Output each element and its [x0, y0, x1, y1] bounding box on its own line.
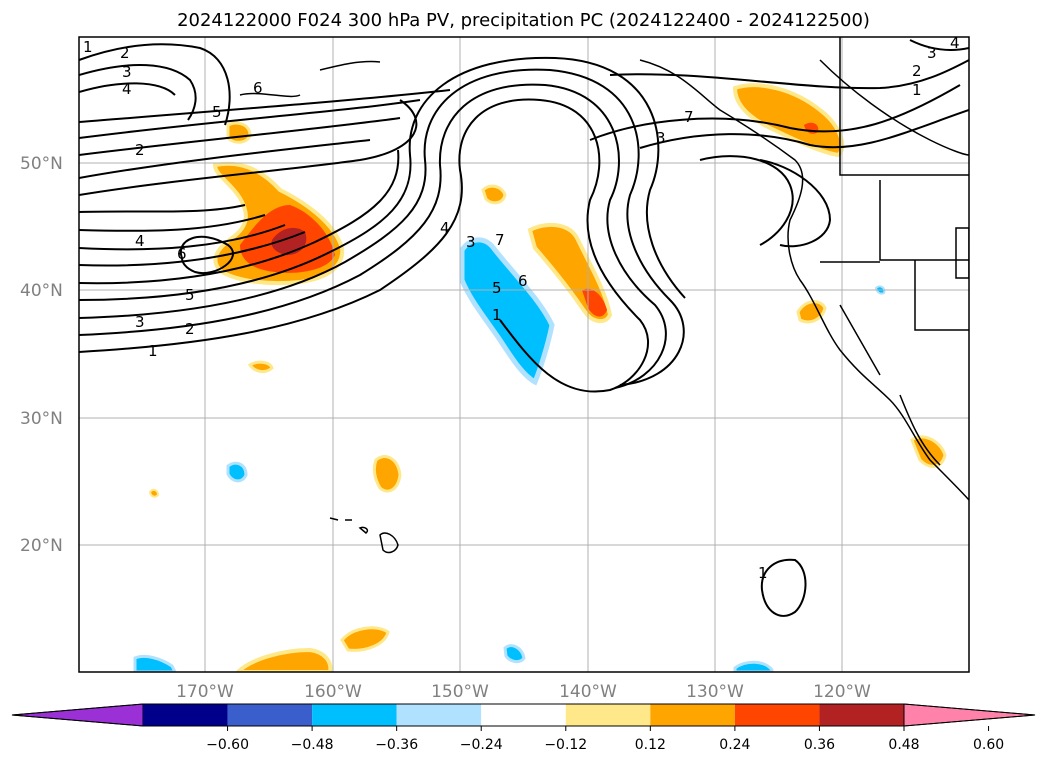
colorbar-extend-low — [11, 703, 144, 727]
contour-label: 1 — [912, 81, 922, 99]
precip-neg-small-2 — [503, 644, 526, 664]
lat-label: 30°N — [20, 409, 63, 429]
longitude-labels: 170°W 160°W 150°W 140°W 130°W 120°W — [176, 682, 871, 702]
colorbar-tick-label: 0.60 — [973, 737, 1004, 753]
lon-label: 150°W — [431, 682, 489, 702]
precip-small-2 — [481, 184, 507, 205]
lon-label: 140°W — [559, 682, 617, 702]
colorbar-segment — [227, 704, 313, 726]
colorbar-tick-label: 0.48 — [888, 737, 919, 753]
contour-label: 6 — [253, 79, 263, 97]
precip-negative-band — [459, 237, 555, 386]
colorbar-segment — [565, 704, 651, 726]
contour-label: 1 — [492, 306, 502, 324]
contour-label: 6 — [177, 245, 187, 263]
contour-label: 4 — [950, 34, 960, 52]
lon-label: 170°W — [176, 682, 234, 702]
colorbar-tick-label: −0.48 — [291, 737, 334, 753]
colorbar-tick-label: −0.36 — [375, 737, 418, 753]
colorbar-segment — [396, 704, 482, 726]
colorbar-segment — [481, 704, 566, 726]
colorbar-extend-high — [903, 703, 1036, 727]
colorbar-segment — [819, 704, 904, 726]
colorbar-segment — [312, 704, 397, 726]
coastlines — [239, 37, 969, 554]
colorbar-segment — [650, 704, 735, 726]
contour-label: 7 — [495, 231, 505, 249]
precip-small-5 — [148, 488, 160, 498]
contour-label: 4 — [122, 80, 132, 98]
colorbar-tick-label: −0.24 — [460, 737, 503, 753]
latitude-labels: 50°N 40°N 30°N 20°N — [20, 154, 63, 556]
colorbar: −0.60 −0.48 −0.36 −0.24 −0.12 0.12 0.24 0.36 0.4… — [11, 703, 1036, 753]
contour-label: 7 — [684, 108, 694, 126]
colorbar-segment — [143, 704, 228, 726]
map-title: 2024122000 F024 300 hPa PV, precipitatio… — [177, 10, 870, 31]
contour-label: 3 — [466, 233, 476, 251]
precip-small-4 — [372, 455, 402, 493]
pv-contours — [79, 39, 969, 617]
precip-south-band — [235, 647, 333, 672]
contour-label: 2 — [185, 320, 195, 338]
precip-neg-small-4 — [733, 660, 774, 672]
colorbar-tick-label: 0.12 — [635, 737, 666, 753]
colorbar-segment — [734, 704, 820, 726]
contour-label: 5 — [185, 286, 195, 304]
contour-label: 6 — [518, 272, 528, 290]
contour-label: 1 — [148, 342, 158, 360]
contour-label: 3 — [122, 63, 132, 81]
contour-label: 4 — [440, 219, 450, 237]
lon-label: 120°W — [813, 682, 871, 702]
precip-small-6 — [340, 626, 390, 652]
colorbar-tick-label: −0.60 — [206, 737, 249, 753]
precip-small-1 — [226, 121, 252, 144]
contour-label-group: 1 2 3 4 5 6 2 1 6 5 4 3 2 1 4 7 6 5 3 3 … — [83, 34, 960, 582]
contour-label: 3 — [135, 313, 145, 331]
precip-coast-ca — [796, 300, 827, 324]
contour-label: 5 — [492, 279, 502, 297]
map-panel — [79, 37, 969, 672]
colorbar-tick-label: −0.12 — [544, 737, 587, 753]
lon-label: 160°W — [304, 682, 362, 702]
contour-label: 2 — [912, 62, 922, 80]
colorbar-outline — [11, 703, 1036, 727]
contour-label: 1 — [83, 38, 93, 56]
contour-label: 3 — [927, 44, 937, 62]
contour-label: 1 — [758, 564, 768, 582]
graticule — [79, 37, 969, 672]
contour-label: 3 — [656, 129, 666, 147]
precip-small-3 — [247, 360, 274, 374]
lon-label: 130°W — [686, 682, 744, 702]
contour-label: 4 — [135, 232, 145, 250]
lat-label: 20°N — [20, 536, 63, 556]
colorbar-tick-label: 0.24 — [719, 737, 750, 753]
precip-neg-small-3 — [133, 654, 177, 672]
contour-label: 5 — [212, 103, 222, 121]
lat-label: 40°N — [20, 281, 63, 301]
contour-label: 2 — [135, 141, 145, 159]
precip-neg-small-1 — [226, 461, 248, 483]
contour-label: 2 — [120, 44, 130, 62]
map-frame — [78, 36, 970, 673]
lat-label: 50°N — [20, 154, 63, 174]
colorbar-tick-label: 0.36 — [804, 737, 835, 753]
